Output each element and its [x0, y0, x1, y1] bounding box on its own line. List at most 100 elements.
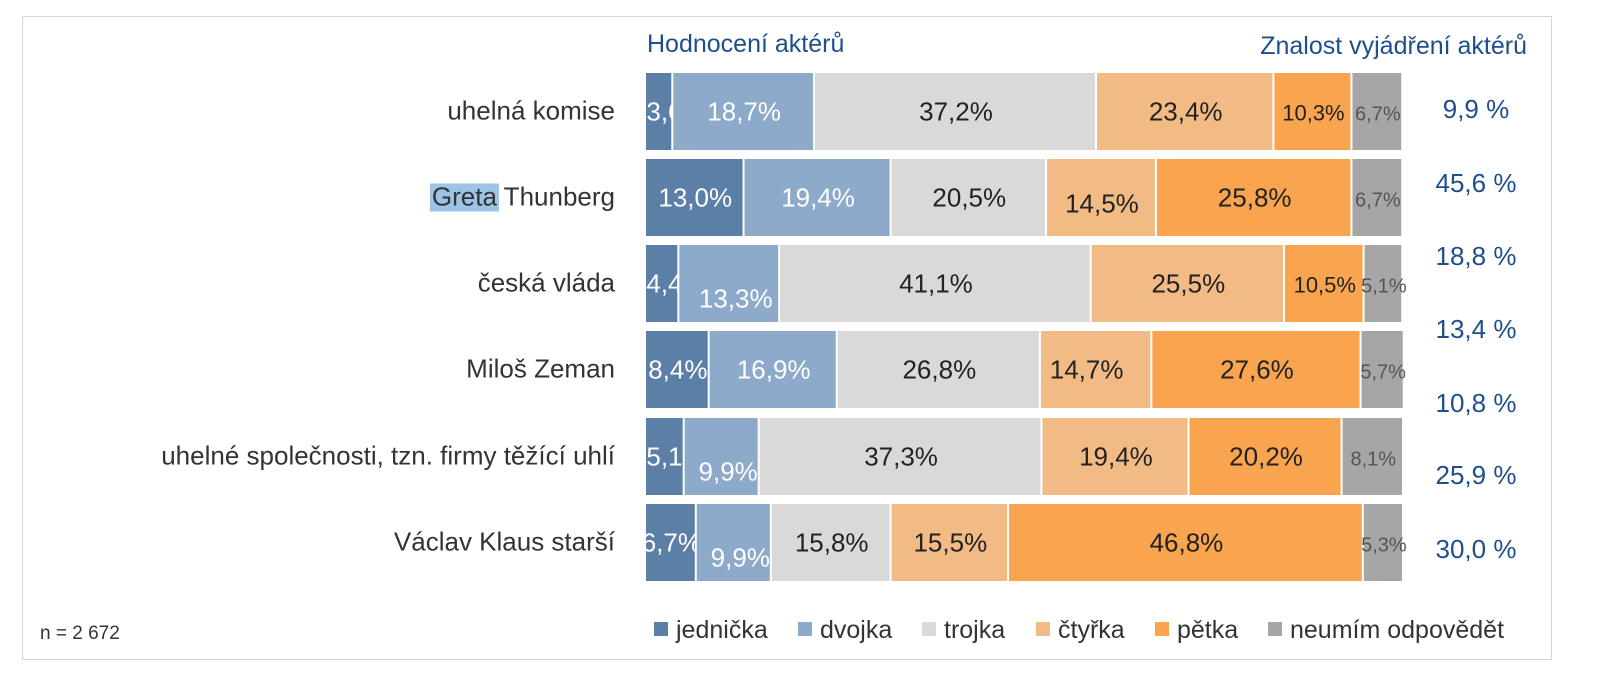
data-label: 15,5% [913, 528, 987, 558]
data-label: 23,4% [1149, 97, 1223, 127]
legend-swatch [1268, 622, 1282, 636]
bar-segment [696, 504, 770, 581]
data-label: 5,1% [1361, 276, 1407, 298]
bar-segment [1189, 418, 1341, 495]
bar-row: 4,4%13,3% 41,1% 25,5% 10,5% 5,1% [646, 245, 1407, 322]
legend-item: neumím odpovědět [1268, 616, 1504, 644]
category-label: uhelná komise [447, 96, 615, 126]
legend-label: neumím odpovědět [1290, 616, 1504, 644]
data-label: 6,7% [642, 528, 701, 558]
bar-row: 6,7% 9,9% 15,8% 15,5% 46,8% 5,3% [642, 504, 1407, 581]
knowledge-value: 13,4 % [1436, 314, 1517, 344]
data-label: 25,8% [1218, 183, 1292, 213]
legend-swatch [1036, 622, 1050, 636]
header-left: Hodnocení aktérů [647, 30, 844, 58]
bar-segment [646, 159, 743, 236]
knowledge-values: 9,9 % 45,6 % 18,8 % 13,4 % 10,8 % 25,9 % 30,0 … [1436, 94, 1517, 564]
legend-item: čtyřka [1036, 616, 1125, 644]
sample-size-note: n = 2 672 [40, 623, 120, 644]
data-label: 26,8% [902, 355, 976, 385]
legend-label: pětka [1177, 616, 1238, 644]
bar-segment [1274, 73, 1351, 150]
bar-segment [1364, 245, 1402, 322]
bar-segment [1097, 73, 1273, 150]
bar-segment [744, 159, 890, 236]
legend-swatch [654, 622, 668, 636]
data-label: 27,6% [1220, 355, 1294, 385]
data-label: 6,7% [1355, 104, 1401, 126]
bar-segment [1156, 159, 1351, 236]
category-label: Miloš Zeman [466, 354, 615, 384]
data-label: 10,5% [1294, 273, 1356, 298]
data-label: 13,0% [658, 183, 732, 213]
data-label: 9,9% [699, 457, 758, 487]
legend-item: jednička [654, 616, 768, 644]
data-label: 13,3% [699, 284, 773, 314]
legend-item: trojka [922, 616, 1005, 644]
legend-swatch [1155, 622, 1169, 636]
data-label: 18,7% [707, 97, 781, 127]
bar-segment [1352, 159, 1402, 236]
data-label: 19,4% [781, 183, 855, 213]
bar-segment [646, 504, 695, 581]
knowledge-value: 10,8 % [1436, 388, 1517, 418]
category-label: Václav Klaus starší [394, 527, 616, 557]
data-label: 9,9% [711, 543, 770, 573]
knowledge-value: 30,0 % [1436, 534, 1517, 564]
bar-segment [679, 245, 779, 322]
label-highlight [429, 183, 499, 212]
legend-label: čtyřka [1058, 616, 1125, 644]
bar-row: 3,6%18,7%37,2%23,4%10,3%6,7% [646, 73, 1402, 150]
bar-segment [780, 245, 1090, 322]
data-label: 8,1% [1351, 449, 1397, 471]
bar-segment [1009, 504, 1362, 581]
bar-segment [709, 331, 836, 408]
data-label: 14,7% [1050, 355, 1124, 385]
bar-segment [771, 504, 890, 581]
bar-segment [891, 504, 1008, 581]
bar-segment [1363, 504, 1402, 581]
data-label: 5,3% [1361, 535, 1407, 557]
bar-segment [1091, 245, 1283, 322]
category-label: česká vláda [478, 268, 616, 298]
legend-label: trojka [944, 616, 1005, 644]
data-label: 20,2% [1229, 442, 1303, 472]
bar-segment [684, 418, 758, 495]
bar-segment [1042, 418, 1188, 495]
bar-segment [1342, 418, 1402, 495]
data-label: 19,4% [1079, 442, 1153, 472]
bar-segment [1284, 245, 1363, 322]
data-label: 6,7% [1355, 190, 1401, 212]
legend-label: jednička [675, 616, 768, 644]
bar-segment [1352, 73, 1402, 150]
category-label: uhelné společnosti, tzn. firmy těžící uh… [161, 441, 616, 471]
data-label: 15,8% [795, 528, 869, 558]
category-labels: uhelná komise Greta Thunberg česká vláda Mi… [161, 96, 616, 557]
bar-segment [759, 418, 1041, 495]
legend-label: dvojka [820, 616, 892, 644]
data-label: 14,5% [1065, 189, 1139, 219]
legend-item: dvojka [798, 616, 892, 644]
category-label: Greta Thunberg [432, 182, 615, 212]
legend-item: pětka [1155, 616, 1238, 644]
data-label: 37,3% [864, 442, 938, 472]
data-label: 5,7% [1360, 362, 1406, 384]
bar-segment [673, 73, 814, 150]
data-label: 8,4% [648, 355, 707, 385]
data-label: 20,5% [932, 183, 1006, 213]
data-label: 46,8% [1150, 528, 1224, 558]
bar-segment [646, 73, 672, 150]
bar-segment [1040, 331, 1151, 408]
bar-segment [1361, 331, 1403, 408]
header-right: Znalost vyjádření aktérů [1260, 32, 1527, 60]
knowledge-value: 18,8 % [1436, 241, 1517, 271]
legend: jednička dvojka trojka čtyřka pětka neumím od… [654, 616, 1504, 644]
knowledge-value: 25,9 % [1436, 460, 1517, 490]
bar-segment [646, 245, 678, 322]
legend-swatch [798, 622, 812, 636]
data-label: 16,9% [737, 355, 811, 385]
data-label: 10,3% [1282, 101, 1344, 126]
bar-segment [1152, 331, 1360, 408]
data-label: 25,5% [1151, 269, 1225, 299]
